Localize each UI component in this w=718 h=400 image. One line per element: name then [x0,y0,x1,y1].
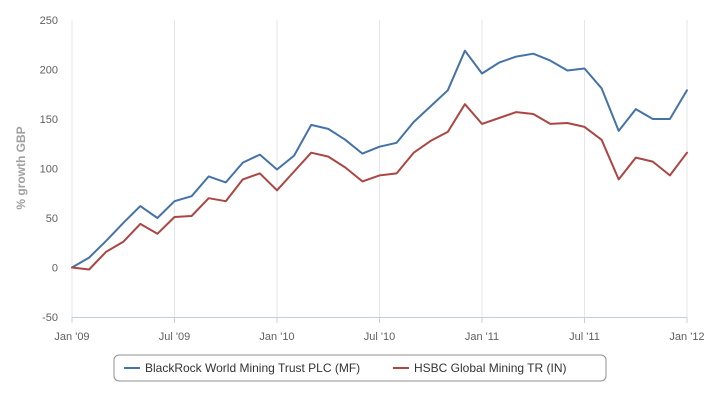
vertical-grid [71,20,688,317]
x-axis-ticks: Jan '09 Jul '09 Jan '10 Jul '10 Jan '11 Jul '… [54,317,705,343]
x-tick-label: Jul '10 [364,331,395,343]
y-tick-label: 150 [40,114,58,126]
x-tick-label: Jul '09 [159,331,190,343]
y-tick-label: 50 [46,213,58,225]
series-line-2 [71,103,688,271]
y-tick-label: 100 [40,164,58,176]
y-axis-ticks: -50 0 50 100 150 200 250 [40,15,58,324]
series-group [71,49,688,271]
series-line-1 [71,49,688,269]
y-tick-label: 0 [52,263,58,275]
x-tick-label: Jan '10 [259,331,294,343]
y-tick-label: 250 [40,15,58,27]
legend-item-1[interactable]: BlackRock World Mining Trust PLC (MF) [124,361,360,375]
x-tick-label: Jan '12 [669,331,704,343]
y-axis-label: % growth GBP [14,126,28,209]
y-tick-label: 200 [40,65,58,77]
legend-label: BlackRock World Mining Trust PLC (MF) [145,361,360,375]
legend-label: HSBC Global Mining TR (IN) [414,361,566,375]
x-tick-label: Jul '11 [569,331,600,343]
legend[interactable]: BlackRock World Mining Trust PLC (MF) HSB… [113,354,607,382]
legend-item-2[interactable]: HSBC Global Mining TR (IN) [393,361,566,375]
x-tick-label: Jan '09 [54,331,89,343]
x-tick-label: Jan '11 [465,331,499,343]
legend-box [113,354,607,382]
y-tick-label: -50 [42,312,58,324]
